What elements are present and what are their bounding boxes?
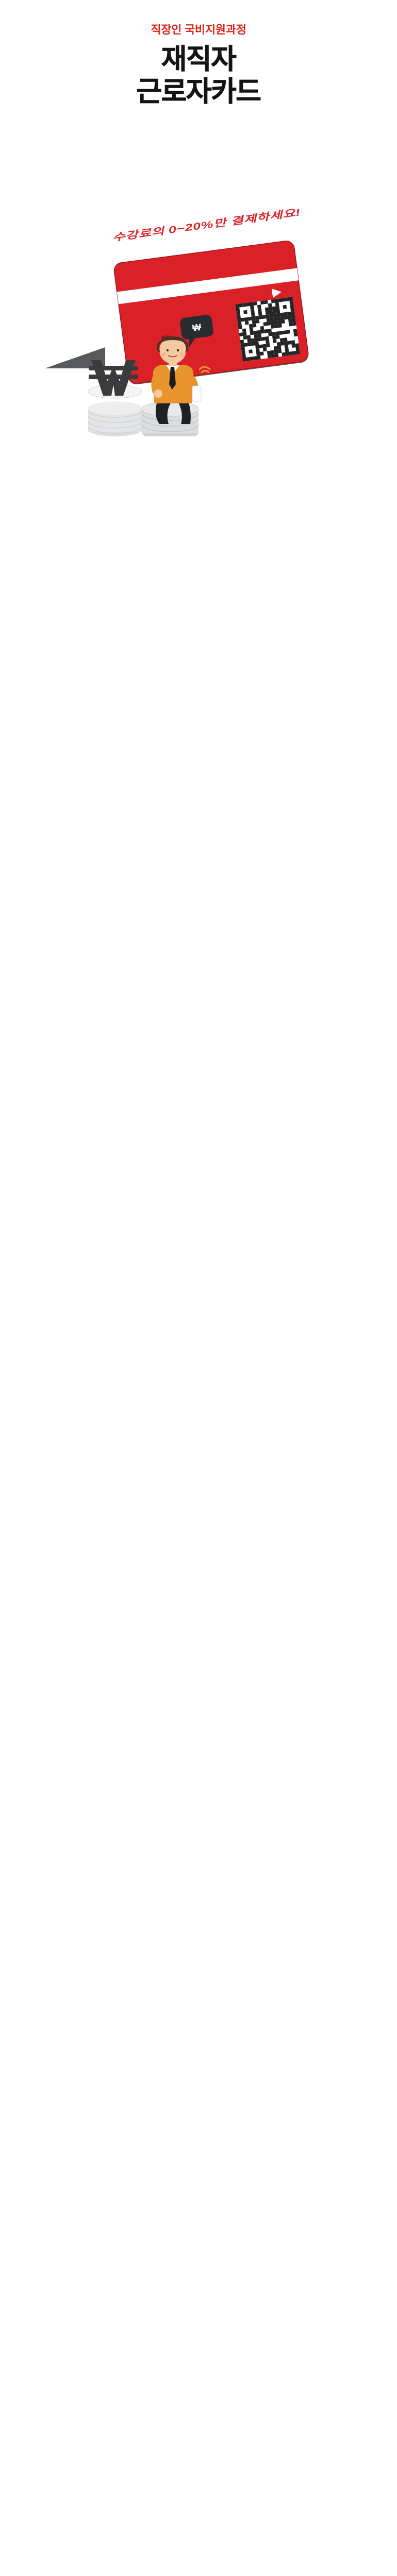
svg-text:₩: ₩ bbox=[192, 322, 202, 333]
svg-text:수강료의 0~20%만 결제하세요!: 수강료의 0~20%만 결제하세요! bbox=[112, 207, 302, 244]
